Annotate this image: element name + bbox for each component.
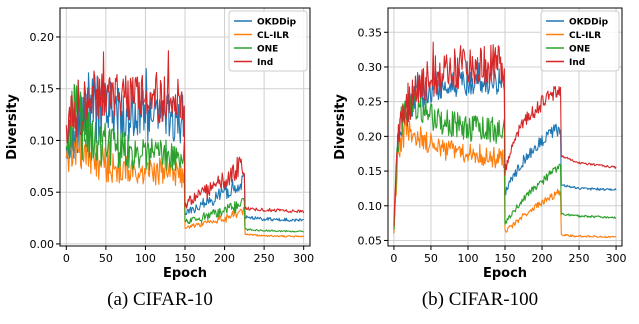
series-line-cl-ilr: [393, 115, 617, 239]
legend: OKDDip CL-ILR ONE Ind: [540, 10, 620, 72]
legend-label: CL-ILR: [257, 31, 289, 41]
x-axis-label: Epoch: [163, 266, 207, 281]
series-group: [65, 50, 305, 238]
x-tick-label: 50: [424, 252, 438, 265]
x-tick-label: 250: [569, 252, 590, 265]
y-tick-label: 0.10: [358, 200, 383, 213]
y-tick-label: 0.35: [358, 26, 383, 39]
legend-label: CL-ILR: [569, 31, 601, 41]
y-tick-label: 0.20: [358, 130, 383, 143]
legend: OKDDip CL-ILR ONE Ind: [228, 10, 308, 72]
legend-label: ONE: [257, 45, 278, 55]
legend-label: ONE: [569, 45, 590, 55]
series-line-ind: [393, 41, 617, 227]
figure-caption: (a) CIFAR-10: [107, 289, 213, 310]
x-tick-label: 200: [214, 252, 235, 265]
legend-label: Ind: [569, 58, 585, 68]
y-axis-label: Diversity: [5, 94, 20, 160]
series-line-ind: [65, 50, 305, 214]
series-line-cl-ilr: [65, 126, 305, 238]
series-group: [393, 41, 617, 239]
series-line-one: [65, 83, 304, 233]
series-line-one: [393, 91, 617, 230]
legend-box: [540, 10, 620, 72]
legend-label: OKDDip: [569, 18, 609, 28]
x-tick-label: 300: [293, 252, 314, 265]
x-tick-label: 0: [390, 252, 397, 265]
x-tick-label: 100: [457, 252, 478, 265]
x-tick-label: 300: [606, 252, 627, 265]
y-tick-label: 0.30: [358, 61, 383, 74]
x-tick-label: 200: [532, 252, 553, 265]
x-tick-label: 150: [495, 252, 516, 265]
x-tick-label: 100: [135, 252, 156, 265]
x-tick-label: 150: [175, 252, 196, 265]
chart-panel-1: 0 50 100 150 200 250 300 0.00 0.05 0.10 0.15 0.20 Ep…: [5, 7, 314, 310]
x-tick-label: 50: [99, 252, 113, 265]
legend-label: Ind: [257, 58, 273, 68]
y-tick-label: 0.15: [30, 83, 55, 96]
y-tick-label: 0.05: [30, 186, 55, 199]
legend-box: [228, 10, 308, 72]
y-tick-label: 0.25: [358, 96, 383, 109]
x-axis-label: Epoch: [483, 266, 527, 281]
x-tick-label: 250: [254, 252, 275, 265]
y-tick-label: 0.15: [358, 165, 383, 178]
y-axis-label: Diversity: [333, 94, 348, 160]
y-tick-label: 0.20: [30, 31, 55, 44]
y-tick-label: 0.00: [30, 238, 55, 251]
legend-label: OKDDip: [257, 18, 297, 28]
chart-panel-2: 0 50 100 150 200 250 300 0.05 0.10 0.15 0.20 0.25 0.…: [333, 7, 627, 310]
y-tick-label: 0.05: [358, 234, 383, 247]
x-tick-label: 0: [63, 252, 70, 265]
figure-caption: (b) CIFAR-100: [422, 289, 538, 310]
y-tick-label: 0.10: [30, 134, 55, 147]
